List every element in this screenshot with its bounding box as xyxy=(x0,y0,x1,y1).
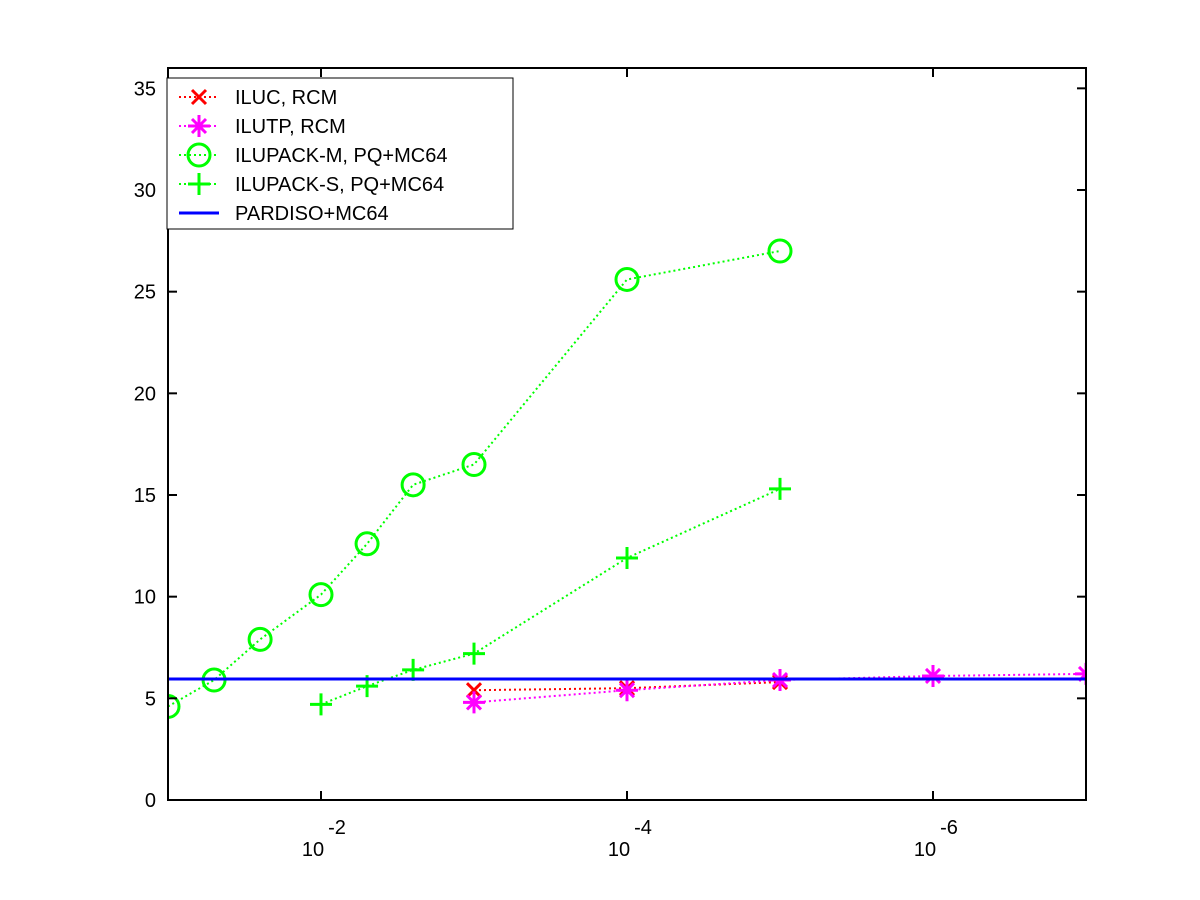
y-tick-label: 0 xyxy=(145,790,156,812)
legend-marker-0 xyxy=(190,88,208,106)
data-point-2-6 xyxy=(461,452,487,477)
y-tick-label: 35 xyxy=(134,78,156,100)
x-tick-label-base: 10 xyxy=(914,839,936,861)
data-point-1-0 xyxy=(463,691,485,714)
legend-label: ILUPACK-S, PQ+MC64 xyxy=(235,174,444,196)
data-point-2-5 xyxy=(400,472,426,498)
legend-marker-3 xyxy=(188,173,210,195)
legend: ILUC, RCM ILUTP, RCM ILUPACK-M, PQ+MC64 ILU… xyxy=(166,77,514,230)
data-point-3-5 xyxy=(769,477,791,500)
data-point-2-8 xyxy=(767,238,793,264)
data-point-3-0 xyxy=(310,693,332,716)
data-point-1-1 xyxy=(616,679,638,702)
series-line-3 xyxy=(320,487,781,706)
y-tick-label: 5 xyxy=(145,688,156,710)
data-point-2-7 xyxy=(614,266,640,292)
data-point-2-2 xyxy=(247,626,273,652)
y-tick-label: 25 xyxy=(134,282,156,304)
legend-box xyxy=(166,77,514,230)
data-point-2-4 xyxy=(354,531,380,557)
y-tick-label: 15 xyxy=(134,485,156,507)
y-tick-label: 30 xyxy=(134,180,156,202)
data-point-3-4 xyxy=(616,547,638,570)
legend-label: ILUPACK-M, PQ+MC64 xyxy=(235,145,447,167)
legend-marker-2 xyxy=(186,142,212,168)
data-point-3-3 xyxy=(463,642,485,665)
data-point-3-2 xyxy=(402,658,425,681)
x-tick-label-base: 10 xyxy=(608,839,630,861)
legend-label: ILUC, RCM xyxy=(235,87,337,109)
x-tick-label-exponent: -2 xyxy=(328,817,346,839)
plot-area xyxy=(168,238,1086,719)
data-point-1-3 xyxy=(922,664,944,687)
data-point-2-0 xyxy=(168,693,181,719)
x-tick-label-base: 10 xyxy=(302,839,324,861)
legend-label: ILUTP, RCM xyxy=(235,116,346,138)
data-point-2-3 xyxy=(308,582,334,608)
data-point-0-0 xyxy=(465,682,483,699)
x-tick-label-exponent: -4 xyxy=(634,817,652,839)
y-tick-label: 20 xyxy=(134,383,156,405)
legend-label: PARDISO+MC64 xyxy=(235,203,389,225)
legend-marker-1 xyxy=(188,115,210,137)
x-tick-label-exponent: -6 xyxy=(940,817,958,839)
y-tick-label: 10 xyxy=(134,587,156,609)
